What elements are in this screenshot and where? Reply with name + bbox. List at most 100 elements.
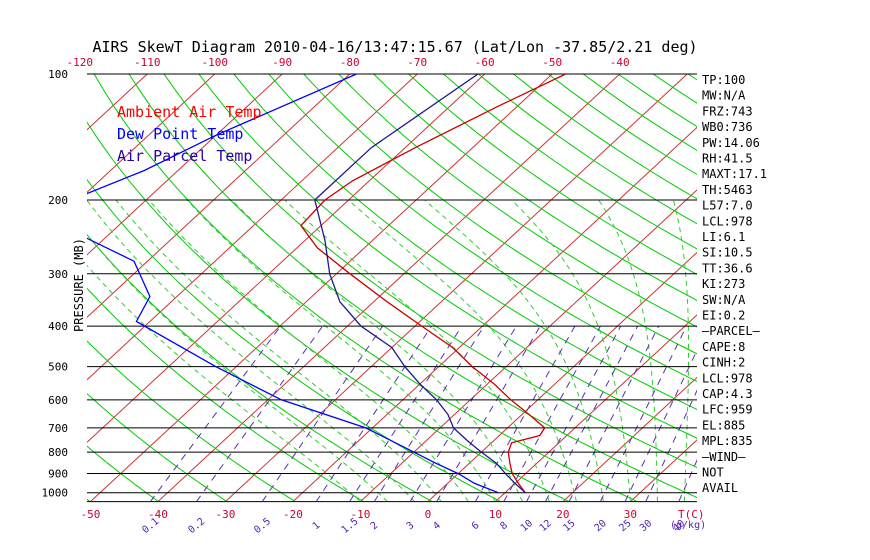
series-line-air-parcel-temp: [314, 74, 526, 494]
index-entry: TP:100: [702, 73, 745, 87]
mixing-ratio-tick-label: 8: [498, 520, 510, 532]
index-entry: PW:14.06: [702, 136, 760, 150]
pressure-tick-label: 700: [48, 422, 68, 435]
index-entry: MPL:835: [702, 434, 753, 448]
isotherm-line: [87, 74, 216, 193]
legend: Ambient Air Temp Dew Point Temp Air Parcel…: [117, 103, 262, 165]
top-temp-tick-label: -90: [272, 56, 292, 69]
mixing-ratio-line: [645, 389, 697, 501]
top-temp-tick-label: -80: [340, 56, 360, 69]
index-entry: –PARCEL–: [702, 324, 761, 338]
isotherm-line: [360, 189, 697, 501]
isotherm-line: [0, 74, 12, 502]
index-entry: EL:885: [702, 418, 745, 432]
mixing-ratio-tick-label: 20: [593, 518, 609, 534]
mixing-ratio-lines: [150, 325, 697, 501]
moist-adiabat-line: [148, 199, 469, 501]
mixing-ratio-tick-label: 1: [311, 520, 323, 532]
dry-adiabat-line: [87, 340, 296, 501]
index-entry: WB0:736: [702, 120, 753, 134]
index-entry: RH:41.5: [702, 152, 753, 166]
series-line-dew-point-temp: [87, 74, 499, 494]
dry-adiabat-line: [408, 74, 697, 275]
profile-series: [87, 74, 566, 494]
isotherm-line: [765, 74, 870, 502]
bottom-temp-tick-label: 30: [624, 508, 637, 521]
dry-adiabat-line: [93, 74, 638, 501]
isotherm-line: [87, 74, 351, 318]
bottom-temp-tick-label: -10: [350, 508, 370, 521]
mixing-ratio-tick-label: 12: [538, 518, 554, 534]
mixing-ratio-line: [568, 325, 660, 501]
isotherm-line: [225, 74, 688, 501]
index-entry: SW:N/A: [702, 293, 746, 307]
isotherm-line: [87, 74, 486, 443]
moist-adiabat-lines: [87, 199, 689, 501]
chart-title-text: AIRS SkewT Diagram 2010-04-16/13:47:15.6…: [92, 38, 697, 56]
legend-entry: Dew Point Temp: [117, 125, 243, 143]
bottom-temp-tick-label: 0: [425, 508, 432, 521]
index-entry: KI:273: [702, 277, 745, 291]
index-entry: EI:0.2: [702, 309, 745, 323]
mixing-ratio-line: [374, 325, 485, 501]
dry-adiabat-line: [163, 74, 697, 469]
dry-adiabat-line: [373, 74, 697, 301]
mixing-ratio-line: [349, 325, 463, 501]
moist-adiabat-line: [186, 199, 496, 501]
dry-adiabat-line: [0, 74, 22, 502]
mixing-ratio-tick-label: 4: [431, 520, 443, 532]
dry-adiabat-line: [87, 393, 227, 501]
dry-adiabat-line: [87, 178, 501, 501]
pressure-tick-label: 1000: [42, 487, 69, 500]
index-entry: LI:6.1: [702, 230, 745, 244]
isobar-lines: [87, 73, 697, 503]
isotherm-line: [292, 126, 697, 501]
isotherm-line: [495, 314, 697, 501]
moist-adiabat-line: [231, 199, 523, 501]
mixing-ratio-line: [316, 325, 432, 501]
index-entry: FRZ:743: [702, 104, 753, 118]
dry-adiabat-line: [303, 74, 697, 355]
bottom-temp-tick-label: -40: [148, 508, 168, 521]
moist-adiabat-line: [87, 199, 415, 501]
mixing-ratio-line: [678, 459, 697, 501]
series-line-ambient-air-temp: [300, 74, 566, 494]
dry-adiabat-line: [87, 445, 159, 501]
pressure-tick-label: 400: [48, 320, 68, 333]
isotherm-line: [87, 74, 418, 381]
index-entry: MW:N/A: [702, 89, 746, 103]
bottom-temp-tick-label: 20: [556, 508, 569, 521]
index-entry: CINH:2: [702, 356, 745, 370]
legend-entry: Ambient Air Temp: [117, 103, 262, 121]
mixing-ratio-tick-label: 3: [405, 520, 417, 532]
dry-adiabat-line: [338, 74, 697, 328]
index-entry: LCL:978: [702, 214, 753, 228]
moist-adiabat-line: [87, 264, 361, 501]
index-entry: AVAIL: [702, 481, 738, 495]
index-entry: CAPE:8: [702, 340, 745, 354]
index-entry: L57:7.0: [702, 199, 753, 213]
dry-adiabat-line: [268, 74, 697, 382]
pressure-tick-label: 100: [48, 68, 68, 81]
isotherm-line: [0, 74, 80, 502]
isotherm-line: [562, 376, 697, 501]
isotherm-line: [427, 251, 697, 501]
isotherm-line: [157, 74, 621, 501]
index-entry: LFC:959: [702, 403, 753, 417]
dry-adiabat-line: [513, 74, 697, 200]
pressure-tick-label: 300: [48, 268, 68, 281]
bottom-temp-tick-label: 10: [489, 508, 502, 521]
index-entry: TH:5463: [702, 183, 753, 197]
index-entry: MAXT:17.1: [702, 167, 767, 181]
dry-adiabat-line: [87, 121, 570, 501]
dry-adiabat-line: [233, 74, 697, 411]
dry-adiabat-line: [87, 287, 364, 501]
mixing-ratio-tick-label: 0.2: [186, 516, 207, 536]
index-entry: CAP:4.3: [702, 387, 753, 401]
mixing-ratio-line: [150, 325, 282, 501]
moist-adiabat-line: [115, 199, 442, 501]
isotherm-line: [87, 74, 283, 256]
isotherm-line: [90, 74, 553, 501]
mixing-ratio-line: [526, 325, 622, 501]
moist-adiabat-line: [511, 199, 631, 501]
